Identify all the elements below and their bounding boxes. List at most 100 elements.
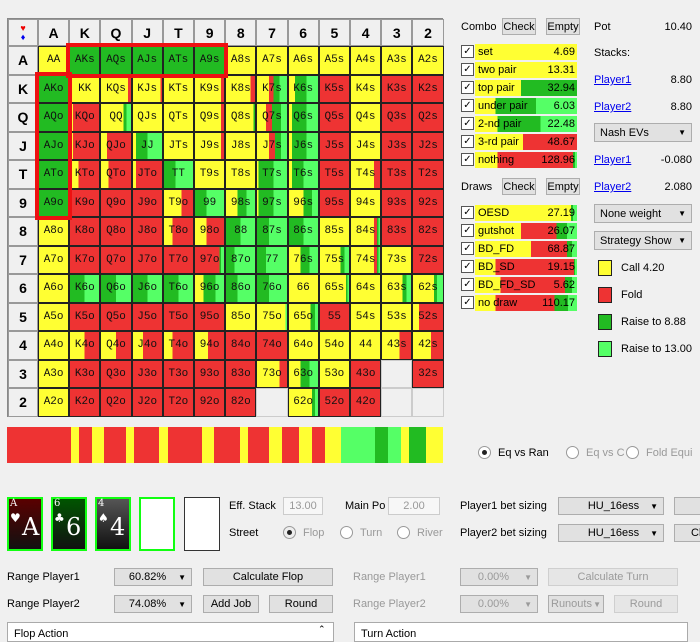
hand-cell[interactable]: K7s <box>256 74 288 103</box>
hand-cell[interactable]: 65s <box>318 274 350 303</box>
draws-checkbox[interactable]: ✓ <box>461 206 474 219</box>
hand-cell[interactable]: A4s <box>350 46 382 75</box>
empty-hand-cell[interactable] <box>381 359 413 388</box>
hand-cell[interactable]: A7o <box>38 245 70 274</box>
hand-cell[interactable]: 82o <box>225 388 257 417</box>
combo-checkbox[interactable]: ✓ <box>461 45 474 58</box>
hand-cell[interactable]: K2o <box>69 388 101 417</box>
hand-cell[interactable]: 86s <box>287 217 319 246</box>
scroll-up-icon[interactable]: ⌃ <box>318 624 326 634</box>
board-card-turn-slot[interactable] <box>139 497 175 551</box>
hand-cell[interactable]: 42o <box>350 388 382 417</box>
eff-stack-spinner[interactable]: 13.00 <box>283 497 323 515</box>
hand-cell[interactable]: 75o <box>256 302 288 331</box>
stack-player2-link[interactable]: Player2 <box>594 101 632 113</box>
hand-cell[interactable]: J7o <box>131 245 163 274</box>
hand-cell[interactable]: ATo <box>38 160 70 189</box>
hand-cell[interactable]: A3s <box>381 46 413 75</box>
draws-checkbox[interactable]: ✓ <box>461 296 474 309</box>
hand-cell[interactable]: KK <box>69 74 101 103</box>
equity-mode-radio[interactable] <box>478 446 491 459</box>
hand-cell[interactable]: 55 <box>318 302 350 331</box>
hand-cell[interactable]: Q7o <box>100 245 132 274</box>
hand-cell[interactable]: 66 <box>287 274 319 303</box>
hand-cell[interactable]: 65o <box>287 302 319 331</box>
hand-cell[interactable]: KQs <box>100 74 132 103</box>
hand-cell[interactable]: 97s <box>256 188 288 217</box>
hand-cell[interactable]: T8o <box>162 217 194 246</box>
hand-cell[interactable]: A4o <box>38 331 70 360</box>
hand-cell[interactable]: J5s <box>318 131 350 160</box>
hand-cell[interactable]: Q5o <box>100 302 132 331</box>
hand-cell[interactable]: J4o <box>131 331 163 360</box>
hand-cell[interactable]: 98o <box>194 217 226 246</box>
hand-cell[interactable]: A9s <box>194 46 226 75</box>
hand-cell[interactable]: 53s <box>381 302 413 331</box>
hand-cell[interactable]: J6s <box>287 131 319 160</box>
hand-cell[interactable]: J2s <box>412 131 444 160</box>
hand-cell[interactable]: AQs <box>100 46 132 75</box>
flop-range-p2-select[interactable]: 74.08% ▼ <box>114 595 192 613</box>
hand-cell[interactable]: 85s <box>318 217 350 246</box>
hand-cell[interactable]: J4s <box>350 131 382 160</box>
turn-range-p1-select[interactable]: 0.00% ▼ <box>460 568 538 586</box>
hand-cell[interactable]: 84o <box>225 331 257 360</box>
hand-cell[interactable]: J7s <box>256 131 288 160</box>
hand-cell[interactable]: 87o <box>225 245 257 274</box>
ev-player1-link[interactable]: Player1 <box>594 154 632 166</box>
hand-cell[interactable]: T5o <box>162 302 194 331</box>
hand-cell[interactable]: K7o <box>69 245 101 274</box>
hand-cell[interactable]: T9s <box>194 160 226 189</box>
turn-range-p2-select[interactable]: 0.00% ▼ <box>460 595 538 613</box>
hand-cell[interactable]: Q6s <box>287 103 319 132</box>
hand-cell[interactable]: 77 <box>256 245 288 274</box>
hand-cell[interactable]: 52o <box>318 388 350 417</box>
hand-cell[interactable]: J9s <box>194 131 226 160</box>
hand-cell[interactable]: 73s <box>381 245 413 274</box>
ev-type-select[interactable]: Nash EVs ▼ <box>594 123 692 142</box>
hand-cell[interactable]: 97o <box>194 245 226 274</box>
equity-mode-radio[interactable] <box>626 446 639 459</box>
hand-cell[interactable]: 42s <box>412 331 444 360</box>
draws-checkbox[interactable]: ✓ <box>461 278 474 291</box>
hand-cell[interactable]: K8o <box>69 217 101 246</box>
hand-cell[interactable]: AA <box>38 46 70 75</box>
hand-cell[interactable]: A2s <box>412 46 444 75</box>
combo-checkbox[interactable]: ✓ <box>461 81 474 94</box>
hand-cell[interactable]: A6o <box>38 274 70 303</box>
calculate-flop-button[interactable]: Calculate Flop <box>203 568 333 586</box>
hand-cell[interactable]: T7o <box>162 245 194 274</box>
hand-cell[interactable]: 62s <box>412 274 444 303</box>
hand-cell[interactable]: T9o <box>162 188 194 217</box>
hand-cell[interactable]: 83o <box>225 359 257 388</box>
hand-cell[interactable]: K5s <box>318 74 350 103</box>
draws-checkbox[interactable]: ✓ <box>461 224 474 237</box>
hand-cell[interactable]: JTo <box>131 160 163 189</box>
strategy-select[interactable]: Strategy Show ▼ <box>594 231 692 250</box>
draws-checkbox[interactable]: ✓ <box>461 242 474 255</box>
hand-cell[interactable]: K4o <box>69 331 101 360</box>
stack-player1-link[interactable]: Player1 <box>594 74 632 86</box>
combo-checkbox[interactable]: ✓ <box>461 63 474 76</box>
hand-cell[interactable]: K3s <box>381 74 413 103</box>
hand-cell[interactable]: 95s <box>318 188 350 217</box>
hand-cell[interactable]: J2o <box>131 388 163 417</box>
turn-round-button[interactable]: Round <box>614 595 678 613</box>
hand-cell[interactable]: 53o <box>318 359 350 388</box>
hand-cell[interactable]: 82s <box>412 217 444 246</box>
board-card[interactable]: 6 ♣ 6 <box>51 497 87 551</box>
draws-check-button[interactable]: Check <box>502 178 536 195</box>
combo-check-button[interactable]: Check <box>502 18 536 35</box>
calculate-turn-button[interactable]: Calculate Turn <box>548 568 678 586</box>
hand-cell[interactable]: Q7s <box>256 103 288 132</box>
hand-cell[interactable]: 64o <box>287 331 319 360</box>
hand-cell[interactable]: AKo <box>38 74 70 103</box>
flop-round-button[interactable]: Round <box>269 595 333 613</box>
draws-empty-button[interactable]: Empty <box>546 178 580 195</box>
hand-cell[interactable]: 92o <box>194 388 226 417</box>
p1-sizing-select[interactable]: HU_16ess ▼ <box>558 497 664 515</box>
hand-cell[interactable]: 85o <box>225 302 257 331</box>
hand-cell[interactable]: 88 <box>225 217 257 246</box>
hand-cell[interactable]: Q8s <box>225 103 257 132</box>
hand-cell[interactable]: T4o <box>162 331 194 360</box>
